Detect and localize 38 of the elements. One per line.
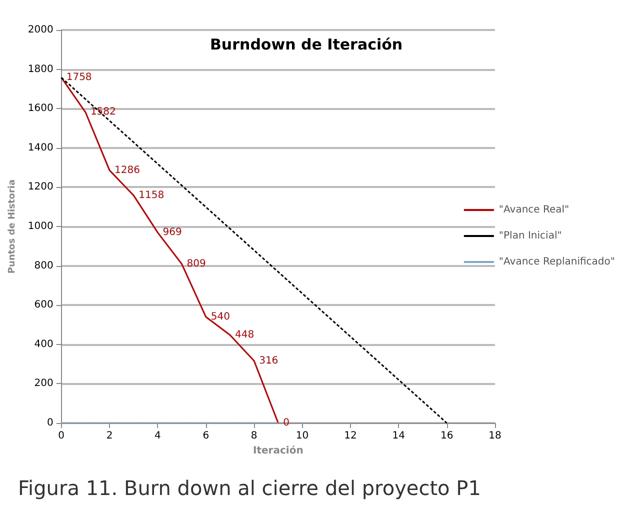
y-tick-label: 1200 — [28, 182, 54, 193]
y-tick-label: 400 — [34, 338, 54, 350]
x-tick-label: 4 — [154, 430, 161, 442]
x-tick-label: 2 — [106, 430, 113, 442]
data-label: 0 — [283, 418, 290, 428]
data-label: 809 — [186, 258, 206, 270]
y-tick-label: 1400 — [28, 142, 54, 154]
y-tick-label: 1000 — [28, 221, 54, 232]
x-tick-label: 12 — [344, 430, 357, 442]
legend-label: "Avance Replanificado" — [498, 256, 616, 268]
x-tick-label: 14 — [392, 430, 405, 442]
x-tick-label: 0 — [58, 430, 65, 442]
y-tick-label: 2000 — [28, 24, 54, 36]
data-label: 448 — [234, 329, 254, 340]
text: Figura 11. Burn down al cierre del proyecto P1 — [18, 476, 481, 500]
y-tick-label: 0 — [46, 418, 54, 428]
y-tick-label: 800 — [34, 260, 54, 272]
legend-label: "Plan Inicial" — [498, 230, 562, 242]
y-axis-title: Puntos de Historia — [8, 179, 18, 274]
data-label: 540 — [210, 311, 230, 322]
x-tick-label: 6 — [202, 430, 210, 442]
y-tick-label: 1600 — [28, 103, 54, 114]
y-tick-label: 600 — [34, 300, 54, 311]
x-tick-label: 10 — [296, 430, 309, 442]
data-label: 1158 — [138, 190, 164, 201]
y-tick-label: 200 — [34, 378, 54, 390]
legend-label: "Avance Real" — [498, 204, 570, 216]
x-tick-label: 8 — [250, 430, 258, 442]
data-label: 969 — [162, 227, 182, 238]
y-tick-label: 1800 — [28, 64, 54, 75]
data-label: 1582 — [90, 106, 116, 118]
data-label: 316 — [259, 355, 278, 366]
data-label: 1286 — [114, 164, 140, 176]
x-tick-label: 16 — [440, 430, 454, 442]
x-axis-title: Iteración — [253, 445, 304, 456]
x-tick-label: 18 — [488, 430, 502, 442]
chart-title: Burndown de Iteración — [210, 36, 403, 54]
data-label: 1758 — [66, 72, 92, 84]
